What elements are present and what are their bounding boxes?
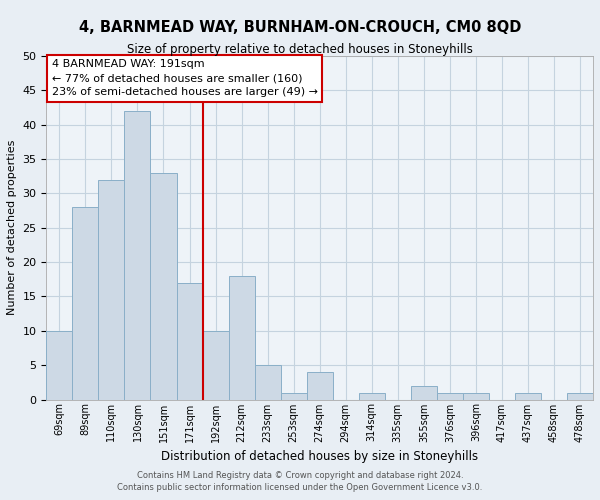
Bar: [515, 392, 541, 400]
Bar: [254, 365, 281, 400]
Text: Contains HM Land Registry data © Crown copyright and database right 2024.
Contai: Contains HM Land Registry data © Crown c…: [118, 471, 482, 492]
Text: Size of property relative to detached houses in Stoneyhills: Size of property relative to detached ho…: [127, 42, 473, 56]
Bar: [463, 392, 489, 400]
Bar: [124, 111, 151, 400]
Text: 4, BARNMEAD WAY, BURNHAM-ON-CROUCH, CM0 8QD: 4, BARNMEAD WAY, BURNHAM-ON-CROUCH, CM0 …: [79, 20, 521, 35]
Bar: [229, 276, 254, 400]
Bar: [567, 392, 593, 400]
Bar: [98, 180, 124, 400]
Bar: [411, 386, 437, 400]
Bar: [359, 392, 385, 400]
Bar: [437, 392, 463, 400]
Bar: [203, 331, 229, 400]
Bar: [281, 392, 307, 400]
Bar: [176, 282, 203, 400]
Y-axis label: Number of detached properties: Number of detached properties: [7, 140, 17, 316]
Bar: [307, 372, 333, 400]
Bar: [151, 173, 176, 400]
Bar: [46, 331, 73, 400]
X-axis label: Distribution of detached houses by size in Stoneyhills: Distribution of detached houses by size …: [161, 450, 478, 463]
Text: 4 BARNMEAD WAY: 191sqm
← 77% of detached houses are smaller (160)
23% of semi-de: 4 BARNMEAD WAY: 191sqm ← 77% of detached…: [52, 60, 318, 98]
Bar: [73, 207, 98, 400]
